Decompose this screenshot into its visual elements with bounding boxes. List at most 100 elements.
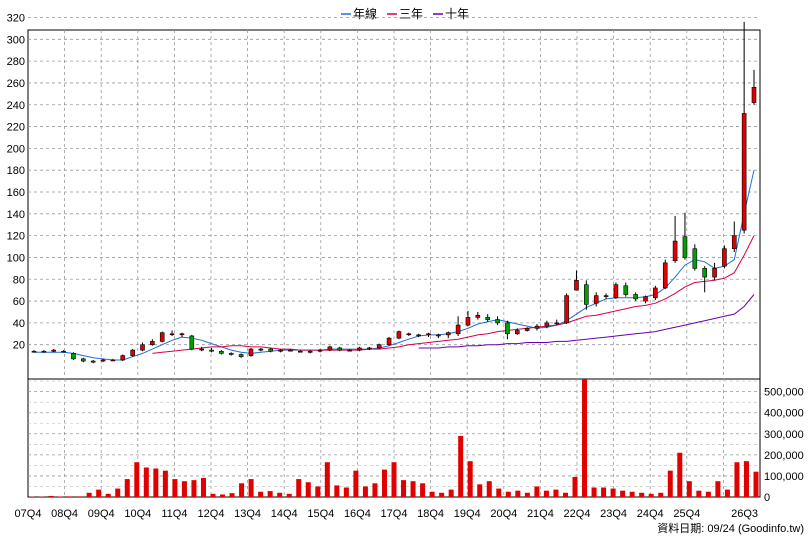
candle-body <box>436 334 441 337</box>
candle-body <box>426 333 431 336</box>
candle-body <box>495 319 500 324</box>
volume-bar <box>67 496 73 497</box>
x-tick-label: 20Q4 <box>490 508 517 520</box>
x-tick-label: 24Q4 <box>637 508 664 520</box>
x-tick-label: 18Q4 <box>417 508 444 520</box>
price-tick-label: 140 <box>7 209 25 221</box>
candle-body <box>100 359 106 362</box>
volume-bar <box>629 491 635 497</box>
candle-body <box>702 268 707 278</box>
volume-bar <box>553 489 559 497</box>
x-tick-label: 07Q4 <box>15 508 42 520</box>
volume-bar <box>448 489 454 497</box>
candle-body <box>367 347 372 350</box>
volume-tick-label: 0 <box>764 492 770 504</box>
candle-body <box>485 317 490 320</box>
volume-bar <box>248 479 254 497</box>
x-tick-label: 08Q4 <box>51 508 78 520</box>
x-tick-label: 11Q4 <box>161 508 187 520</box>
volume-bar <box>620 490 626 497</box>
volume-tick-label: 200,000 <box>764 450 804 462</box>
volume-bar <box>96 489 102 497</box>
candle-body <box>534 325 540 329</box>
candle-body <box>396 331 402 339</box>
candle-body <box>633 294 638 300</box>
price-tick-label: 280 <box>7 56 25 68</box>
candle-body <box>140 344 145 351</box>
volume-bar <box>467 461 473 497</box>
volume-bar <box>315 486 321 497</box>
x-tick-label: 13Q4 <box>234 508 261 520</box>
price-tick-label: 220 <box>7 122 25 134</box>
x-tick-label: 14Q4 <box>271 508 298 520</box>
volume-bar <box>639 492 645 497</box>
x-tick-label: 25Q4 <box>673 508 700 520</box>
volume-bar <box>296 479 302 497</box>
volume-bar <box>115 488 121 497</box>
x-axis: 07Q4 08Q4 09Q4 10Q4 11Q4 12Q4 13Q4 14Q4 15Q4 16Q4… <box>15 508 758 520</box>
volume-bars <box>29 379 759 497</box>
volume-bar <box>420 483 426 497</box>
x-tick-label: 19Q4 <box>454 508 481 520</box>
volume-bar <box>191 480 197 497</box>
candle-body <box>505 322 510 335</box>
candle-body <box>337 347 343 351</box>
volume-bar <box>648 493 654 497</box>
volume-bar <box>77 496 83 497</box>
candle-body <box>406 333 412 336</box>
legend-label: 年線 <box>353 6 377 21</box>
volume-bar <box>48 495 54 497</box>
price-tick-label: 20 <box>13 340 25 352</box>
volume-bar <box>143 467 149 497</box>
candle-body <box>159 332 165 342</box>
candle-body <box>120 355 126 361</box>
candle-body <box>357 347 362 351</box>
volume-bar <box>743 461 749 497</box>
volume-bar <box>277 492 283 497</box>
ma-line <box>152 235 755 354</box>
volume-bar <box>353 470 359 497</box>
candle-body <box>445 332 451 336</box>
volume-bar <box>582 379 588 497</box>
candle-body <box>288 349 293 352</box>
volume-bar <box>705 491 711 497</box>
candle-body <box>741 113 747 231</box>
candle-body <box>179 333 185 336</box>
volume-bar <box>210 493 216 497</box>
volume-bar <box>429 491 435 497</box>
candle-body <box>416 334 421 337</box>
volume-tick-label: 300,000 <box>764 429 804 441</box>
price-tick-label: 240 <box>7 100 25 112</box>
candle-body <box>150 341 155 345</box>
price-y-axis: 20 40 60 80 100 120 140 160 180 200 220 240 260 280 30… <box>7 13 25 352</box>
x-tick-label: 15Q4 <box>307 508 334 520</box>
ma-line <box>418 294 755 349</box>
price-tick-label: 160 <box>7 187 25 199</box>
x-tick-label: 17Q4 <box>381 508 408 520</box>
volume-bar <box>572 476 578 497</box>
volume-bar <box>562 492 568 497</box>
candle-body <box>110 359 116 362</box>
candlesticks <box>31 21 757 364</box>
volume-bar <box>734 462 740 497</box>
candle-body <box>455 324 461 335</box>
candle-body <box>219 350 224 354</box>
legend: 年線 三年 十年 <box>341 6 469 21</box>
candle-body <box>169 333 175 336</box>
x-tick-label: 12Q4 <box>198 508 225 520</box>
volume-bar <box>410 481 416 497</box>
price-tick-label: 260 <box>7 78 25 90</box>
candle-body <box>564 295 569 324</box>
volume-bar <box>477 484 483 497</box>
candle-body <box>653 287 658 299</box>
volume-bar <box>229 493 235 497</box>
volume-bar <box>258 491 264 497</box>
legend-label: 十年 <box>445 7 469 21</box>
volume-bar <box>172 479 178 497</box>
candle-body <box>514 330 520 335</box>
volume-bar <box>458 435 464 497</box>
candle-body <box>376 344 382 349</box>
candle-body <box>317 349 323 352</box>
volume-bar <box>181 481 187 497</box>
